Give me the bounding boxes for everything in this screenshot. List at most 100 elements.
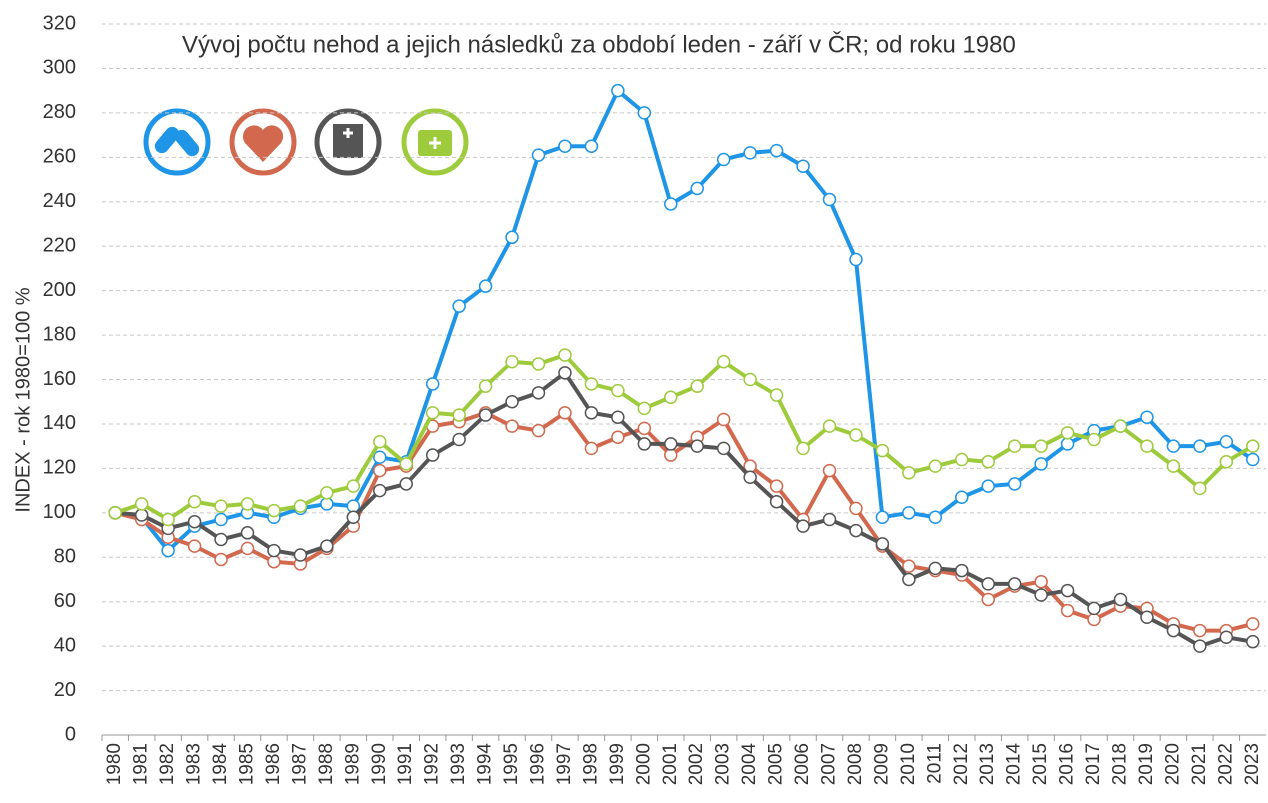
data-point	[1140, 410, 1154, 425]
x-tick-label: 1994	[475, 743, 496, 786]
data-point	[425, 406, 440, 420]
data-point	[267, 554, 281, 569]
data-point	[743, 146, 757, 160]
data-point	[796, 159, 810, 173]
x-tick-label: 2003	[713, 743, 734, 785]
data-point	[187, 539, 202, 553]
data-point	[187, 494, 202, 509]
data-point	[1219, 630, 1234, 644]
x-tick-label: 2004	[739, 743, 760, 786]
data-point	[531, 423, 546, 438]
y-tick-label: 280	[43, 101, 76, 123]
data-point	[425, 377, 440, 391]
y-tick-label: 120	[43, 457, 76, 479]
data-point	[478, 279, 493, 293]
data-point	[373, 463, 387, 478]
data-point	[690, 439, 704, 453]
data-point	[716, 354, 731, 369]
x-tick-label: 1989	[342, 743, 363, 785]
data-point	[637, 106, 652, 120]
data-point	[558, 406, 572, 420]
data-point	[1087, 612, 1101, 627]
data-point	[716, 441, 731, 456]
data-point	[769, 479, 784, 493]
data-point	[399, 477, 413, 491]
x-tick-label: 1992	[422, 743, 443, 785]
data-point	[1193, 639, 1207, 653]
data-point	[716, 412, 731, 427]
y-tick-label: 100	[43, 501, 76, 523]
data-point	[664, 448, 678, 462]
data-point	[796, 519, 810, 533]
data-point	[1246, 617, 1260, 631]
data-point	[1087, 432, 1101, 447]
data-point	[1060, 583, 1075, 598]
data-point	[902, 572, 916, 587]
x-tick-label: 1995	[501, 743, 522, 785]
data-point	[955, 452, 969, 467]
data-point	[796, 441, 810, 456]
x-tick-label: 2002	[686, 743, 707, 785]
y-tick-label: 300	[43, 57, 76, 79]
data-point	[293, 499, 308, 513]
x-tick-label: 2006	[792, 743, 813, 785]
data-point	[478, 408, 493, 422]
x-tick-label: 2019	[1136, 743, 1157, 785]
data-point	[822, 192, 837, 207]
data-point	[875, 537, 890, 551]
data-point	[849, 523, 863, 538]
data-point	[637, 437, 652, 451]
data-point	[161, 512, 175, 527]
data-point	[214, 532, 228, 547]
y-tick-label: 160	[43, 368, 76, 390]
data-point	[214, 552, 228, 567]
data-point	[902, 559, 916, 573]
data-point	[902, 506, 916, 520]
data-point	[452, 408, 466, 422]
data-point	[505, 419, 519, 433]
data-point	[584, 441, 599, 456]
data-point	[1007, 477, 1022, 491]
data-point	[955, 563, 969, 578]
data-point	[1140, 610, 1154, 624]
data-point	[928, 459, 943, 473]
data-point	[1034, 439, 1048, 453]
x-tick-label: 1982	[157, 743, 178, 785]
data-point	[716, 152, 731, 167]
data-point	[425, 448, 440, 462]
data-point	[558, 366, 572, 380]
data-point	[981, 592, 995, 607]
data-point	[743, 470, 757, 485]
data-point	[875, 510, 890, 525]
data-point	[849, 501, 863, 516]
data-point	[373, 434, 387, 449]
data-point	[584, 406, 599, 420]
data-point	[1193, 623, 1207, 638]
x-tick-label: 1993	[448, 743, 469, 785]
x-tick-label: 2014	[1004, 743, 1025, 786]
data-point	[1246, 634, 1260, 649]
x-tick-label: 2010	[898, 743, 919, 785]
data-point	[690, 181, 704, 196]
x-tick-label: 1991	[395, 743, 416, 785]
x-tick-label: 2015	[1030, 743, 1051, 785]
x-tick-label: 1983	[184, 743, 205, 785]
data-point	[240, 497, 255, 511]
data-point	[1060, 437, 1075, 451]
data-point	[1034, 574, 1048, 589]
data-point	[346, 479, 361, 493]
data-point	[981, 577, 995, 591]
data-point	[611, 410, 625, 425]
icons	[143, 108, 469, 176]
data-point	[134, 508, 149, 522]
x-tick-label: 1986	[263, 743, 284, 785]
x-tick-label: 1987	[289, 743, 310, 785]
y-tick-label: 180	[43, 323, 76, 345]
data-point	[849, 428, 863, 442]
x-tick-label: 2022	[1215, 743, 1236, 785]
data-point	[664, 197, 678, 211]
data-point	[240, 541, 255, 556]
data-point	[214, 499, 228, 513]
y-tick-label: 200	[43, 279, 76, 301]
data-point	[214, 512, 228, 527]
